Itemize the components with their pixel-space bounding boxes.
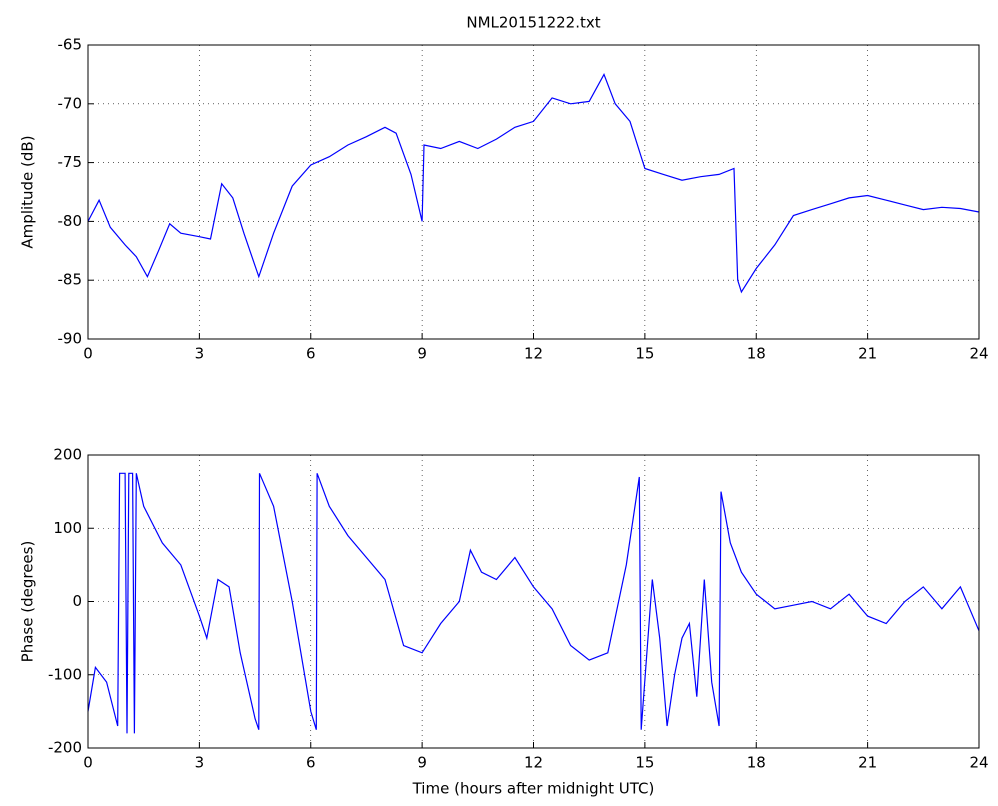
x-tick-label: 3: [195, 345, 205, 363]
chart-title: NML20151222.txt: [466, 14, 600, 32]
x-tick-label: 15: [635, 345, 654, 363]
x-tick-label: 3: [195, 754, 205, 772]
x-tick-label: 12: [524, 345, 543, 363]
axes-box: [87, 454, 980, 749]
x-tick-label: 24: [969, 754, 988, 772]
x-tick-label: 21: [858, 754, 877, 772]
x-tick-label: 9: [417, 754, 427, 772]
y-tick-label: 200: [53, 446, 82, 464]
y-tick-label: -100: [48, 665, 82, 683]
y-tick-label: -200: [48, 739, 82, 757]
data-line: [87, 472, 980, 734]
x-tick-label: 12: [524, 754, 543, 772]
y-tick-label: -65: [58, 36, 83, 54]
y-tick-label: 0: [72, 592, 82, 610]
x-tick-label: 0: [83, 754, 93, 772]
x-tick-label: 18: [747, 345, 766, 363]
y-tick-label: -75: [58, 153, 83, 171]
y-axis-label: Amplitude (dB): [19, 135, 37, 248]
plot-area: [88, 45, 979, 339]
x-tick-label: 15: [635, 754, 654, 772]
x-tick-label: 6: [306, 754, 316, 772]
x-axis-label: Time (hours after midnight UTC): [412, 780, 655, 798]
y-tick-label: 100: [53, 519, 82, 537]
x-tick-label: 9: [417, 345, 427, 363]
x-tick-label: 0: [83, 345, 93, 363]
y-axis-label: Phase (degrees): [19, 541, 37, 663]
data-line: [87, 72, 980, 294]
x-tick-label: 18: [747, 754, 766, 772]
x-tick-label: 21: [858, 345, 877, 363]
y-tick-label: -85: [58, 271, 83, 289]
x-tick-label: 6: [306, 345, 316, 363]
y-tick-label: -80: [58, 212, 83, 230]
x-tick-label: 24: [969, 345, 988, 363]
y-tick-label: -70: [58, 94, 83, 112]
y-tick-label: -90: [58, 330, 83, 348]
axes-box: [87, 44, 980, 340]
